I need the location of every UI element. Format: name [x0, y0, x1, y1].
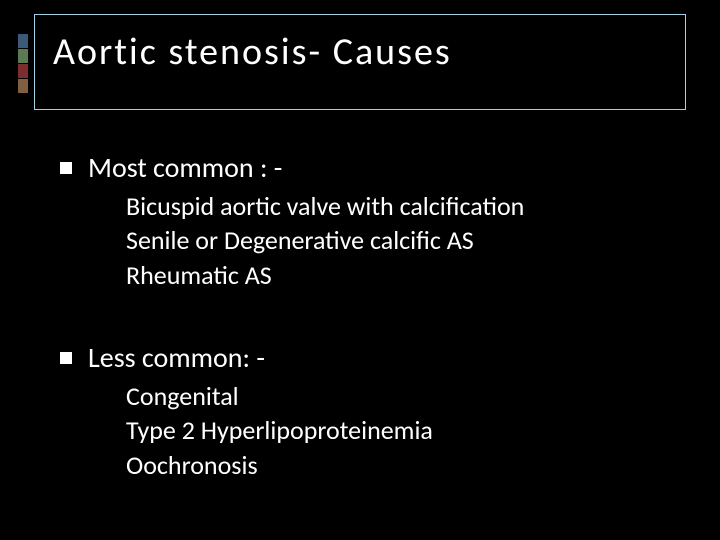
bullet-level1: Less common: -: [60, 340, 670, 375]
bullet-heading: Most common : -: [88, 150, 282, 185]
spacer: [60, 292, 670, 330]
sub-item: Congenital: [126, 379, 670, 413]
sub-item: Rheumatic AS: [126, 258, 670, 292]
title-box: Aortic stenosis- Causes: [34, 14, 686, 110]
bullet-heading: Less common: -: [88, 340, 265, 375]
sub-list: Congenital Type 2 Hyperlipoproteinemia O…: [126, 379, 670, 482]
bullet-level1: Most common : -: [60, 150, 670, 185]
accent-bar: [18, 34, 28, 48]
square-bullet-icon: [60, 352, 72, 364]
sub-item: Bicuspid aortic valve with calcification: [126, 189, 670, 223]
content-area: Most common : - Bicuspid aortic valve wi…: [60, 140, 670, 482]
sub-item: Senile or Degenerative calcific AS: [126, 223, 670, 257]
accent-bar: [18, 64, 28, 78]
sub-item: Type 2 Hyperlipoproteinemia: [126, 413, 670, 447]
slide-title: Aortic stenosis- Causes: [53, 29, 667, 75]
accent-bar: [18, 79, 28, 93]
sub-item: Oochronosis: [126, 448, 670, 482]
slide: Aortic stenosis- Causes Most common : - …: [0, 0, 720, 540]
square-bullet-icon: [60, 162, 72, 174]
sub-list: Bicuspid aortic valve with calcification…: [126, 189, 670, 292]
accent-bars: [18, 34, 28, 93]
accent-bar: [18, 49, 28, 63]
